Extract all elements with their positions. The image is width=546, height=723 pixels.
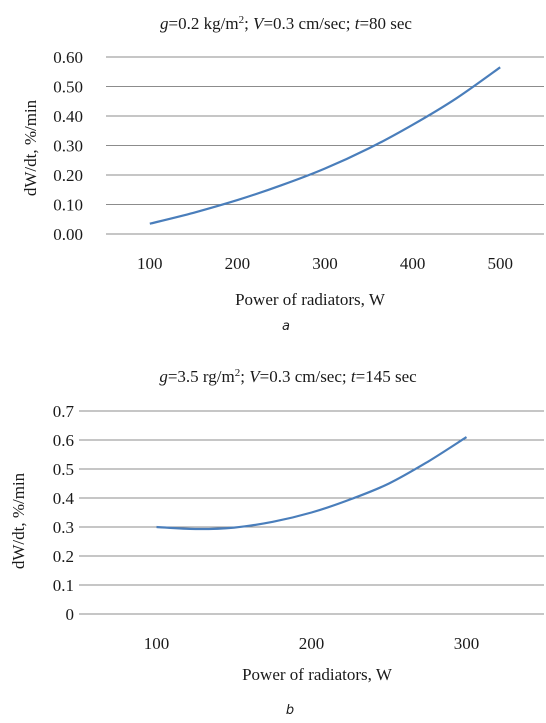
chart-a-y-axis-label: dW/dt, %/min [21,99,40,196]
chart-b-x-ticks: 100 200 300 [144,634,480,653]
chart-b-y-tick-label: 0.4 [53,489,75,508]
chart-b-y-tick-label: 0.2 [53,547,74,566]
chart-b-y-tick-label: 0.1 [53,576,74,595]
chart-a: g=0.2 kg/m2; V=0.3 cm/sec; t=80 sec 0.00… [21,14,544,334]
chart-a-y-tick-label: 0.30 [53,137,83,156]
chart-b-y-ticks: 0 0.1 0.2 0.3 0.4 0.5 0.6 0.7 [53,402,75,624]
chart-a-y-tick-label: 0.00 [53,225,83,244]
chart-b-x-axis-label: Power of radiators, W [242,665,393,684]
chart-b-y-axis-label: dW/dt, %/min [9,472,28,569]
chart-b-x-tick-label: 300 [454,634,480,653]
chart-a-title: g=0.2 kg/m2; V=0.3 cm/sec; t=80 sec [160,14,412,33]
chart-b-y-tick-label: 0.3 [53,518,74,537]
chart-a-y-tick-label: 0.60 [53,48,83,67]
chart-a-y-tick-label: 0.20 [53,166,83,185]
chart-b-series-line [156,436,468,531]
chart-a-y-tick-label: 0.40 [53,107,83,126]
chart-a-y-ticks: 0.00 0.10 0.20 0.30 0.40 0.50 0.60 [53,48,83,244]
chart-a-x-tick-label: 500 [487,254,513,273]
chart-a-y-tick-label: 0.50 [53,78,83,97]
chart-b-y-tick-label: 0.5 [53,460,74,479]
chart-a-x-axis-label: Power of radiators, W [235,290,386,309]
chart-a-gridlines [106,56,544,235]
chart-a-x-tick-label: 200 [225,254,251,273]
chart-a-x-tick-label: 400 [400,254,426,273]
chart-b-y-tick-label: 0.6 [53,431,74,450]
chart-b-title: g=3.5 rg/m2; V=0.3 cm/sec; t=145 sec [159,367,417,386]
chart-b-y-tick-label: 0 [66,605,75,624]
chart-b-caption: b [286,703,294,718]
chart-b: g=3.5 rg/m2; V=0.3 cm/sec; t=145 sec 0 0.… [9,367,544,718]
chart-a-y-tick-label: 0.10 [53,196,83,215]
chart-a-x-tick-label: 100 [137,254,163,273]
chart-a-series-line [149,66,501,225]
chart-b-x-tick-label: 200 [299,634,325,653]
chart-a-x-ticks: 100 200 300 400 500 [137,254,513,273]
chart-a-caption: a [282,319,290,334]
chart-b-y-tick-label: 0.7 [53,402,75,421]
chart-a-x-tick-label: 300 [312,254,338,273]
chart-b-x-tick-label: 100 [144,634,170,653]
